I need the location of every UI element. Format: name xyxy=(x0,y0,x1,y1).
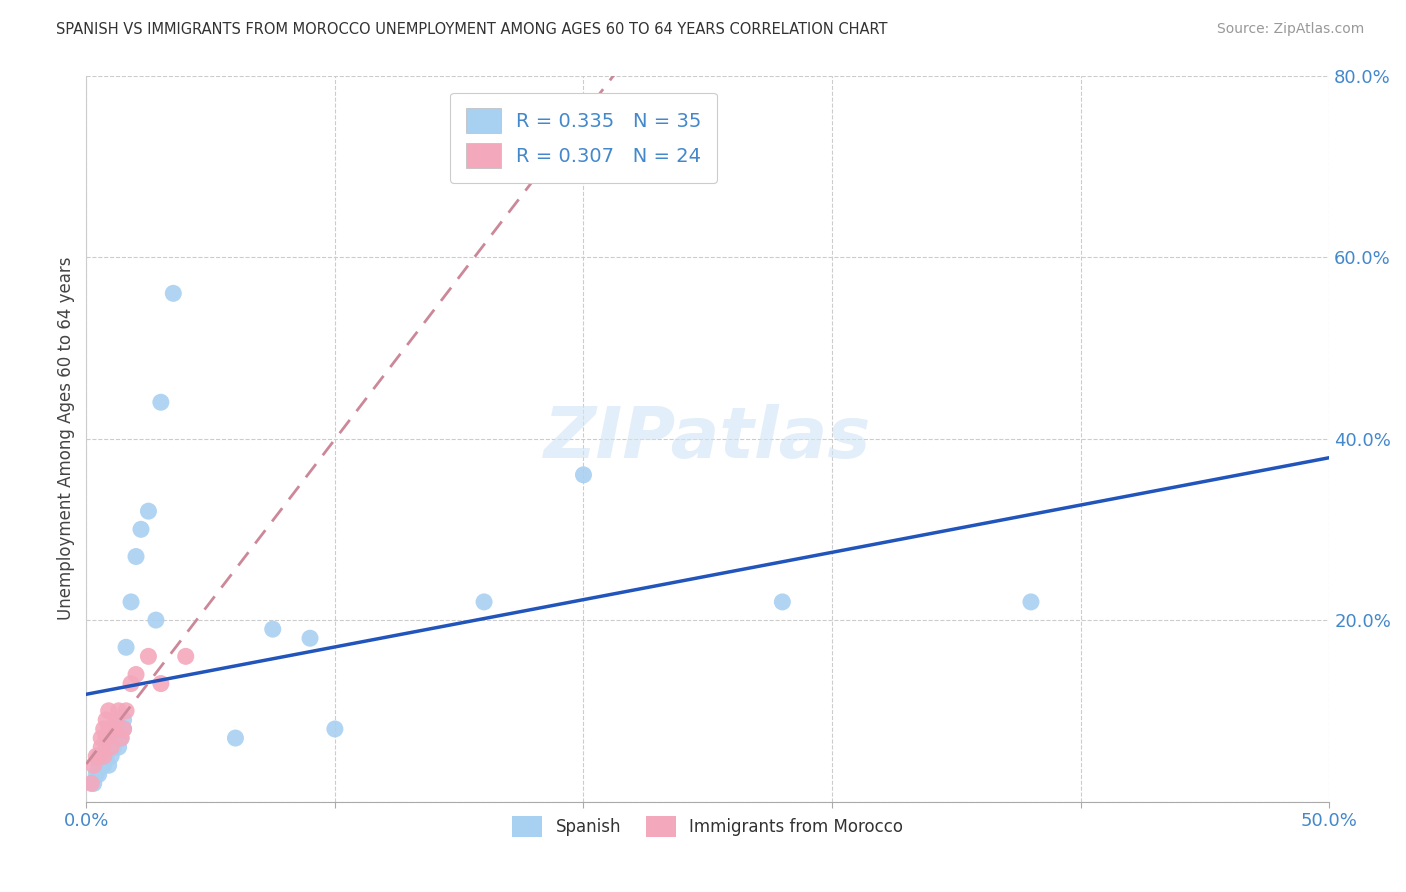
Point xyxy=(262,622,284,636)
Point xyxy=(90,758,112,772)
Point xyxy=(96,713,118,727)
Point xyxy=(100,749,122,764)
Point xyxy=(174,649,197,664)
Y-axis label: Unemployment Among Ages 60 to 64 years: Unemployment Among Ages 60 to 64 years xyxy=(58,257,75,620)
Point xyxy=(162,286,184,301)
Point xyxy=(125,549,148,564)
Point xyxy=(100,731,122,745)
Point xyxy=(224,731,246,745)
Point xyxy=(83,776,105,790)
Point xyxy=(112,722,135,736)
Point xyxy=(87,758,110,772)
Point xyxy=(105,731,128,745)
Point xyxy=(93,758,115,772)
Point xyxy=(80,776,103,790)
Point xyxy=(472,595,495,609)
Point xyxy=(112,713,135,727)
Point xyxy=(115,640,138,655)
Point xyxy=(323,722,346,736)
Point xyxy=(129,522,152,536)
Point xyxy=(112,722,135,736)
Point xyxy=(105,713,128,727)
Point xyxy=(96,749,118,764)
Point xyxy=(93,749,115,764)
Point xyxy=(138,504,160,518)
Legend: Spanish, Immigrants from Morocco: Spanish, Immigrants from Morocco xyxy=(506,809,910,844)
Point xyxy=(84,749,107,764)
Point xyxy=(97,740,120,755)
Point xyxy=(84,767,107,781)
Point xyxy=(87,749,110,764)
Point xyxy=(103,740,125,755)
Point xyxy=(145,613,167,627)
Point xyxy=(97,704,120,718)
Point xyxy=(138,649,160,664)
Point xyxy=(93,722,115,736)
Point xyxy=(100,740,122,755)
Point xyxy=(93,749,115,764)
Point xyxy=(149,676,172,690)
Point xyxy=(110,731,132,745)
Point xyxy=(120,595,142,609)
Point xyxy=(97,722,120,736)
Point xyxy=(96,731,118,745)
Point xyxy=(90,740,112,755)
Point xyxy=(103,722,125,736)
Point xyxy=(120,676,142,690)
Text: SPANISH VS IMMIGRANTS FROM MOROCCO UNEMPLOYMENT AMONG AGES 60 TO 64 YEARS CORREL: SPANISH VS IMMIGRANTS FROM MOROCCO UNEMP… xyxy=(56,22,887,37)
Text: Source: ZipAtlas.com: Source: ZipAtlas.com xyxy=(1216,22,1364,37)
Text: ZIPatlas: ZIPatlas xyxy=(544,404,872,473)
Point xyxy=(83,758,105,772)
Point xyxy=(115,704,138,718)
Point xyxy=(110,731,132,745)
Point xyxy=(125,667,148,681)
Point xyxy=(770,595,793,609)
Point xyxy=(107,740,129,755)
Point xyxy=(149,395,172,409)
Point xyxy=(90,731,112,745)
Point xyxy=(572,467,595,482)
Point xyxy=(97,758,120,772)
Point xyxy=(96,740,118,755)
Point xyxy=(107,704,129,718)
Point xyxy=(299,631,322,645)
Point xyxy=(1019,595,1042,609)
Point xyxy=(87,767,110,781)
